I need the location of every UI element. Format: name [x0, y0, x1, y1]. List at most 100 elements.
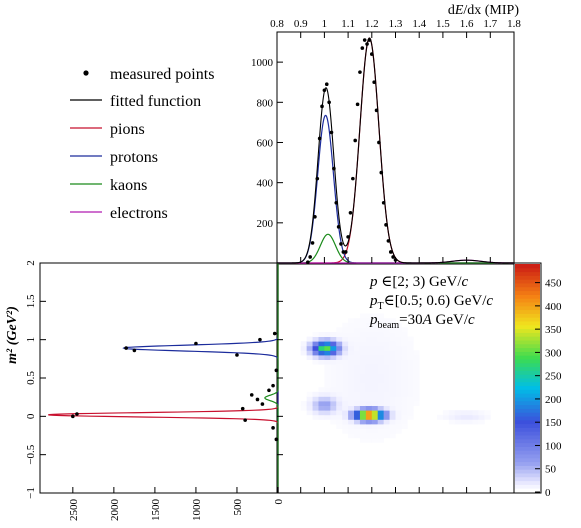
heatmap-cell: [401, 405, 408, 411]
left-data-point: [258, 337, 262, 342]
heatmap-cell: [389, 355, 396, 360]
heatmap-cell: [306, 405, 313, 411]
left-ylabel: m² (GeV²): [5, 306, 20, 364]
heatmap-cell: [354, 391, 361, 397]
heatmap-cell: [371, 405, 379, 411]
heatmap-cell: [318, 355, 325, 360]
colorbar-segment: [515, 313, 540, 318]
top-data-point: [374, 108, 379, 113]
left-curve-kaons: [264, 263, 279, 493]
heatmap-cell: [395, 345, 402, 351]
legend-label-4: kaons: [110, 177, 147, 194]
heatmap-cell: [359, 424, 367, 429]
heatmap-cell: [330, 387, 337, 393]
top-points: [306, 38, 398, 264]
heatmap-cell: [348, 359, 355, 365]
top-xtick-label: 0.8: [270, 18, 284, 30]
heatmap-cell: [330, 359, 337, 365]
colorbar-segment: [515, 484, 540, 489]
heatmap-cell: [342, 373, 349, 379]
heatmap-cell: [365, 359, 373, 365]
heatmap-cell: [413, 391, 420, 397]
annotation-pt-range: pT∈[0.5; 0.6) GeV/c: [369, 293, 493, 312]
top-ytick-label: 800: [257, 97, 274, 109]
heatmap-cell: [336, 332, 343, 337]
heatmap-cell: [354, 368, 361, 374]
heatmap-cell: [359, 373, 367, 379]
heatmap-cell: [407, 359, 414, 365]
heatmap-cell: [336, 373, 343, 379]
left-curve-pions: [48, 263, 279, 493]
heatmap-cell: [348, 391, 355, 397]
heatmap-cell: [383, 419, 390, 425]
top-data-point: [310, 241, 315, 245]
top-data-point: [346, 235, 350, 239]
heatmap-cell: [359, 396, 367, 402]
heatmap-cell: [478, 410, 485, 416]
heatmap-cell: [348, 350, 355, 356]
left-panel-frame: [39, 262, 279, 494]
heatmap-cell: [377, 428, 385, 434]
heatmap-cell: [383, 318, 390, 324]
heatmap-cell: [330, 368, 337, 374]
heatmap-cell: [348, 401, 355, 406]
heatmap-cell: [342, 341, 349, 347]
heatmap-cell: [324, 350, 331, 356]
heatmap-cell: [383, 378, 390, 383]
heatmap-cell: [336, 359, 343, 365]
heatmap-cell: [377, 341, 385, 347]
heatmap-cell: [407, 382, 414, 388]
left-data-point: [260, 402, 265, 406]
heatmap-cell: [383, 332, 390, 337]
colorbar-segment: [515, 416, 540, 421]
heatmap-cell: [377, 318, 385, 324]
heatmap-cell: [324, 355, 331, 360]
heatmap-cell: [342, 428, 349, 434]
colorbar-segment: [515, 275, 540, 280]
heatmap-cell: [324, 341, 331, 347]
heatmap-cell: [354, 410, 361, 416]
colorbar-segment: [515, 389, 540, 394]
heatmap-cell: [377, 391, 385, 397]
heatmap-cell: [342, 382, 349, 388]
color-scale: 0 50 100 150 200 250 300 350 400 450: [515, 264, 562, 499]
left-curve-protons: [122, 263, 279, 493]
heatmap-cell: [383, 355, 390, 360]
heatmap-cell: [377, 322, 385, 328]
heatmap-cell: [359, 382, 367, 388]
heatmap-cell: [359, 341, 367, 347]
heatmap-cell: [365, 355, 373, 360]
top-data-point: [362, 38, 367, 42]
heatmap-cell: [389, 424, 396, 429]
heatmap-cell: [377, 396, 385, 402]
heatmap-cell: [401, 364, 408, 370]
colorbar-segment: [515, 321, 540, 326]
heatmap-cell: [359, 322, 367, 328]
heatmap-cell: [389, 396, 396, 402]
heatmap-cell: [389, 359, 396, 365]
legend-marker-points: [83, 70, 89, 76]
heatmap-cell: [377, 437, 385, 443]
heatmap-cell: [371, 410, 379, 416]
heatmap-cell: [365, 428, 373, 434]
heatmap-cell: [354, 382, 361, 388]
heatmap-cell: [312, 414, 319, 420]
colorbar-segment: [515, 454, 540, 459]
heatmap-cell: [383, 401, 390, 406]
heatmap-cell: [365, 318, 373, 324]
heatmap-cell: [359, 313, 367, 319]
top-data-point: [384, 223, 388, 227]
heatmap-cell: [371, 396, 379, 402]
heatmap-cell: [395, 391, 402, 397]
heatmap-cell: [413, 355, 420, 360]
heatmap-cell: [306, 401, 313, 406]
heatmap-cell: [365, 391, 373, 397]
heatmap-cell: [365, 401, 373, 406]
left-xtick-label: 1500: [150, 499, 162, 522]
heatmap-cell: [383, 341, 390, 347]
top-data-point: [381, 200, 386, 205]
heatmap-cell: [324, 387, 331, 393]
heatmap-cell: [401, 368, 408, 374]
heatmap-cell: [401, 327, 408, 333]
